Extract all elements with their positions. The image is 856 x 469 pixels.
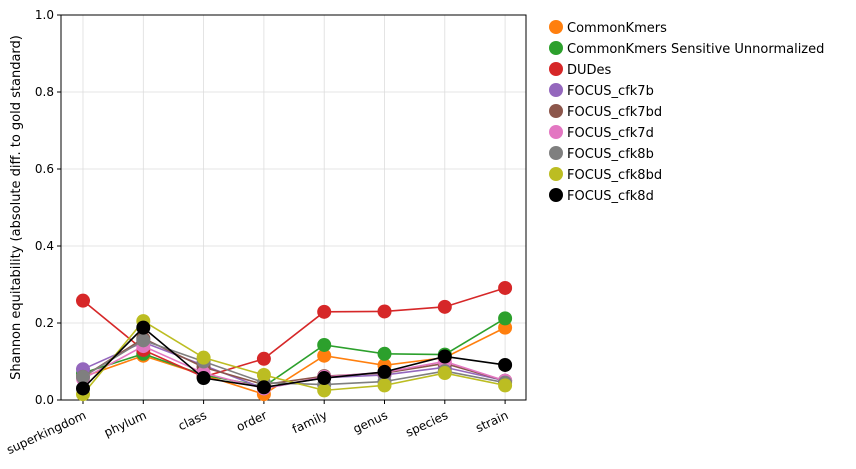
y-tick-label: 0.0 — [35, 393, 54, 407]
legend-item: CommonKmers Sensitive Unnormalized — [549, 41, 824, 57]
legend-marker — [549, 167, 563, 181]
data-point — [196, 350, 211, 365]
y-tick-label: 0.6 — [35, 162, 54, 176]
data-point — [317, 337, 332, 352]
legend-marker — [549, 20, 563, 34]
legend-label: DUDes — [567, 63, 612, 78]
data-point — [136, 333, 151, 348]
legend-label: FOCUS_cfk8bd — [567, 168, 662, 183]
x-tick-label: species — [404, 408, 451, 440]
x-tick-label: family — [290, 408, 329, 436]
data-point — [256, 367, 271, 382]
data-point — [317, 383, 332, 398]
data-point — [377, 378, 392, 393]
legend-item: FOCUS_cfk8bd — [549, 167, 662, 183]
y-tick-label: 0.2 — [35, 316, 54, 330]
legend-label: FOCUS_cfk8b — [567, 147, 654, 162]
legend-label: FOCUS_cfk7b — [567, 84, 654, 99]
series-line — [82, 339, 506, 386]
legend-marker — [549, 125, 563, 139]
series-focus-cfk8d — [76, 320, 513, 396]
data-point — [317, 304, 332, 319]
data-point — [256, 351, 271, 366]
legend-item: CommonKmers — [549, 20, 667, 36]
data-point — [498, 280, 513, 295]
legend-label: CommonKmers — [567, 21, 667, 36]
data-point — [437, 349, 452, 364]
data-point — [76, 369, 90, 384]
legend-item: DUDes — [549, 62, 612, 78]
legend-marker — [549, 146, 563, 160]
data-point — [498, 378, 513, 393]
legend-item: FOCUS_cfk8b — [549, 146, 654, 162]
series-layer — [76, 280, 513, 402]
data-point — [437, 366, 452, 381]
data-point — [377, 346, 392, 361]
data-point — [196, 371, 211, 386]
series-line — [82, 287, 506, 378]
data-point — [377, 304, 392, 319]
legend-item: FOCUS_cfk8d — [549, 188, 654, 204]
legend-label: CommonKmers Sensitive Unnormalized — [567, 42, 824, 57]
data-point — [317, 348, 332, 363]
data-point — [498, 357, 513, 372]
legend-marker — [549, 62, 563, 76]
legend-marker — [549, 188, 563, 202]
x-tick-label: phylum — [102, 408, 149, 440]
series-line — [82, 326, 506, 390]
x-axis: superkingdom phylum class order family genus s… — [4, 400, 510, 457]
legend-marker — [549, 83, 563, 97]
legend-marker — [549, 104, 563, 118]
legend: CommonKmers CommonKmers Sensitive Unnorma… — [549, 20, 824, 204]
legend-label: FOCUS_cfk7bd — [567, 105, 662, 120]
y-tick-label: 0.8 — [35, 85, 54, 99]
data-point — [498, 311, 513, 326]
x-tick-label: genus — [351, 408, 390, 436]
data-point — [377, 364, 392, 379]
series-line — [82, 317, 506, 388]
y-axis: 0.0 0.2 0.4 0.6 0.8 1.0 — [35, 8, 61, 407]
legend-item: FOCUS_cfk7bd — [549, 104, 662, 120]
data-point — [256, 380, 271, 395]
y-tick-label: 0.4 — [35, 239, 54, 253]
y-axis-title: Shannon equitability (absolute diff. to … — [9, 35, 24, 380]
grid-lines — [61, 14, 526, 401]
data-point — [437, 299, 452, 314]
legend-marker — [549, 41, 563, 55]
data-point — [317, 371, 332, 386]
x-tick-label: order — [234, 408, 269, 434]
legend-label: FOCUS_cfk7d — [567, 126, 654, 141]
legend-label: FOCUS_cfk8d — [567, 189, 654, 204]
legend-item: FOCUS_cfk7b — [549, 83, 654, 99]
y-tick-label: 1.0 — [35, 8, 54, 22]
data-point — [136, 320, 151, 335]
x-tick-label: superkingdom — [4, 408, 88, 457]
data-point — [76, 381, 90, 396]
x-tick-label: class — [176, 408, 209, 433]
plot-area-frame — [60, 14, 527, 401]
data-point — [76, 293, 90, 308]
legend-item: FOCUS_cfk7d — [549, 125, 654, 141]
x-tick-label: strain — [473, 408, 510, 435]
